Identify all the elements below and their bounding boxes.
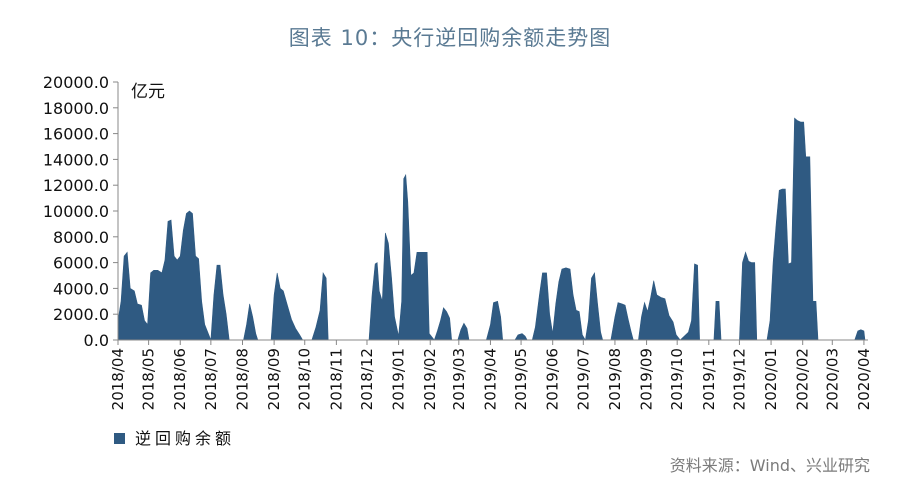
- y-tick-label: 18000.0: [43, 99, 109, 118]
- x-tick-label: 2019/05: [512, 348, 530, 410]
- x-tick-label: 2019/12: [730, 348, 748, 410]
- y-ticks: 0.0 2000.0 4000.0 6000.0 8000.0 10000.0 12000.…: [43, 73, 118, 350]
- legend: 逆回购余额: [114, 429, 235, 448]
- x-ticks: 2018/04 2018/05 2018/06 2018/07 2018/08 2018/…: [109, 340, 873, 410]
- y-tick-label: 6000.0: [53, 254, 109, 273]
- y-tick-label: 20000.0: [43, 73, 109, 92]
- x-tick-label: 2018/08: [233, 348, 251, 410]
- x-tick-label: 2020/02: [794, 348, 812, 410]
- x-tick-label: 2019/06: [544, 348, 562, 410]
- x-tick-label: 2018/12: [358, 348, 376, 410]
- y-unit-label: 亿元: [131, 82, 165, 102]
- x-tick-label: 2018/07: [202, 348, 220, 410]
- x-tick-label: 2019/02: [421, 348, 439, 410]
- x-tick-label: 2018/04: [109, 348, 127, 410]
- area-layer: [117, 117, 866, 341]
- x-tick-label: 2018/06: [171, 348, 189, 410]
- legend-swatch: [114, 433, 125, 444]
- x-tick-label: 2020/04: [855, 348, 873, 410]
- x-tick-label: 2020/03: [823, 348, 841, 410]
- series-area-0: [117, 117, 866, 341]
- x-tick-label: 2019/01: [390, 348, 408, 410]
- x-tick-label: 2019/04: [481, 348, 499, 410]
- x-tick-label: 2019/10: [668, 348, 686, 410]
- y-tick-label: 8000.0: [53, 228, 109, 247]
- x-tick-label: 2018/11: [327, 348, 345, 410]
- x-tick-label: 2018/09: [265, 348, 283, 410]
- y-tick-label: 4000.0: [53, 279, 109, 298]
- source-note: 资料来源：Wind、兴业研究: [669, 456, 870, 475]
- x-tick-label: 2019/07: [574, 348, 592, 410]
- x-tick-label: 2018/05: [140, 348, 158, 410]
- y-tick-label: 12000.0: [43, 176, 109, 195]
- chart-title: 图表 10：央行逆回购余额走势图: [288, 26, 612, 50]
- x-tick-label: 2019/11: [700, 348, 718, 410]
- y-tick-label: 0.0: [84, 331, 109, 350]
- x-tick-label: 2018/10: [296, 348, 314, 410]
- y-tick-label: 14000.0: [43, 150, 109, 169]
- x-tick-label: 2020/01: [762, 348, 780, 410]
- y-tick-label: 2000.0: [53, 305, 109, 324]
- x-tick-label: 2019/09: [638, 348, 656, 410]
- legend-label: 逆回购余额: [135, 429, 235, 448]
- x-tick-label: 2019/03: [450, 348, 468, 410]
- x-tick-label: 2019/08: [606, 348, 624, 410]
- y-tick-label: 10000.0: [43, 202, 109, 221]
- y-tick-label: 16000.0: [43, 125, 109, 144]
